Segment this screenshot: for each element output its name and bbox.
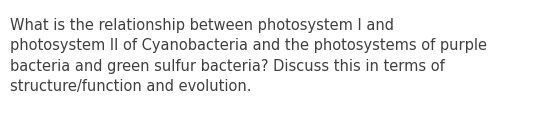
Text: What is the relationship between photosystem I and
photosystem II of Cyanobacter: What is the relationship between photosy… (10, 18, 487, 94)
